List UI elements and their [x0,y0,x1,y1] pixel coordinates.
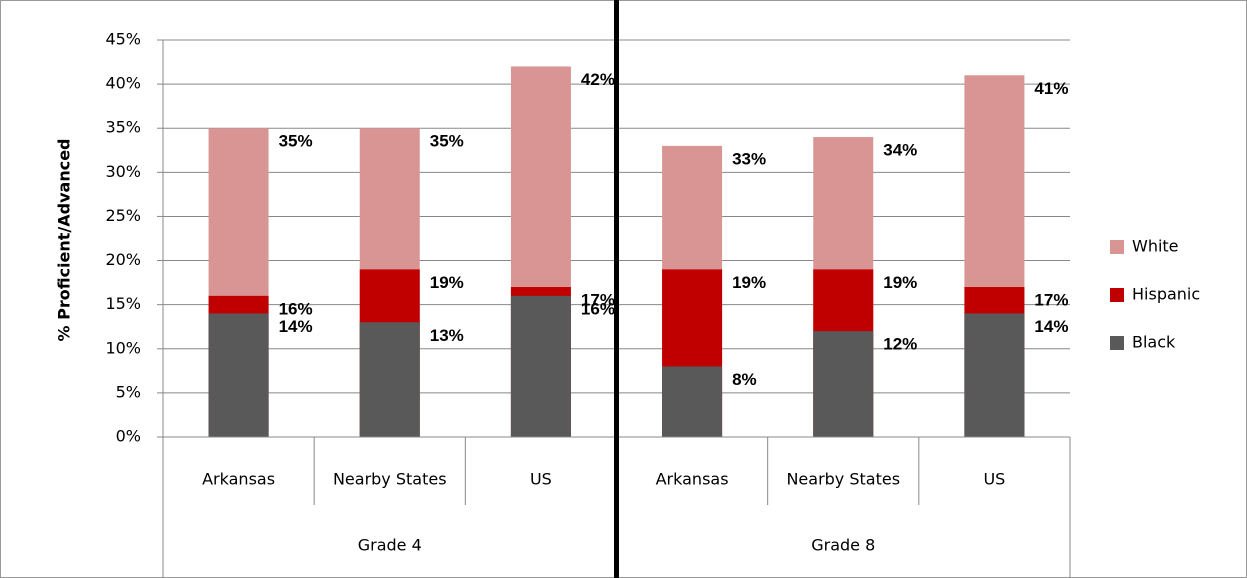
data-label: 17% [581,291,615,310]
legend-label: Black [1132,333,1176,352]
legend-label: Hispanic [1132,285,1200,304]
y-tick-label: 0% [116,427,141,446]
y-tick-label: 15% [105,294,141,313]
data-label: 17% [1034,291,1068,310]
legend-swatch [1110,240,1124,254]
x-tick-label: US [530,470,552,489]
y-tick-label: 5% [116,382,141,401]
data-label: 41% [1034,79,1068,98]
data-label: 33% [732,149,766,168]
data-label: 19% [883,273,917,292]
x-tick-label: Nearby States [333,470,447,489]
bar [510,295,571,437]
y-tick-label: 40% [105,74,141,93]
data-label: 8% [732,370,757,389]
x-tick-label: Arkansas [202,470,275,489]
legend-swatch [1110,288,1124,302]
y-tick-label: 10% [105,338,141,357]
bar [662,366,723,437]
data-label: 35% [430,132,464,151]
bar [359,322,420,437]
data-label: 42% [581,70,615,89]
data-label: 19% [732,273,766,292]
y-tick-label: 45% [105,30,141,49]
x-tick-label: US [983,470,1005,489]
x-tick-label: Nearby States [786,470,900,489]
legend-swatch [1110,336,1124,350]
bar [964,313,1025,437]
y-tick-label: 20% [105,250,141,269]
y-tick-label: 35% [105,118,141,137]
legend-label: White [1132,237,1179,256]
y-tick-label: 25% [105,206,141,225]
group-label: Grade 8 [811,536,875,555]
bar [813,331,874,437]
y-axis-label: % Proficient/Advanced [55,138,74,341]
data-label: 19% [430,273,464,292]
bar [208,313,269,437]
y-tick-label: 30% [105,162,141,181]
data-label: 14% [279,317,313,336]
data-label: 13% [430,326,464,345]
data-label: 16% [279,299,313,318]
group-label: Grade 4 [358,536,422,555]
data-label: 35% [279,132,313,151]
data-label: 14% [1034,317,1068,336]
data-label: 12% [883,335,917,354]
x-tick-label: Arkansas [656,470,729,489]
data-label: 16% [581,299,615,318]
data-label: 34% [883,141,917,160]
